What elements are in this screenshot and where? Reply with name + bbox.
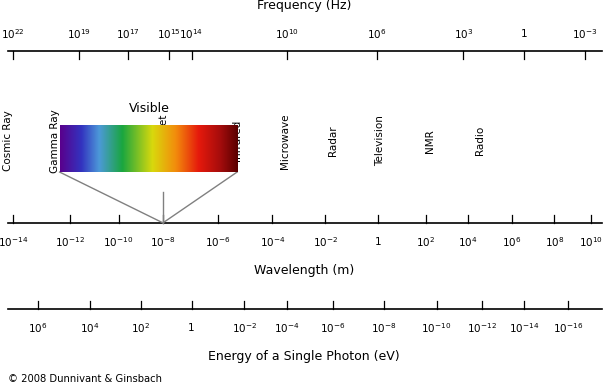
Text: $10^{6}$: $10^{6}$ xyxy=(28,321,47,335)
Text: Microwave: Microwave xyxy=(280,113,289,169)
Text: Television: Television xyxy=(375,115,385,166)
Text: Gamma Ray: Gamma Ray xyxy=(50,109,60,173)
Text: X Ray: X Ray xyxy=(103,126,113,156)
Text: $10^{-6}$: $10^{-6}$ xyxy=(320,321,346,335)
Text: Visible: Visible xyxy=(128,102,170,115)
Text: $10^{14}$: $10^{14}$ xyxy=(179,27,204,41)
Text: Infrared: Infrared xyxy=(232,120,242,161)
Text: Ultraviolet: Ultraviolet xyxy=(158,113,168,168)
Text: NMR: NMR xyxy=(426,129,435,152)
Text: $10^{-2}$: $10^{-2}$ xyxy=(232,321,257,335)
Text: $10^{-3}$: $10^{-3}$ xyxy=(572,27,598,41)
Text: $10^{-12}$: $10^{-12}$ xyxy=(55,235,85,249)
Text: $10^{6}$: $10^{6}$ xyxy=(502,235,522,249)
Text: $10^{-14}$: $10^{-14}$ xyxy=(0,235,29,249)
Text: $10^{-8}$: $10^{-8}$ xyxy=(371,321,397,335)
Text: $10^{-16}$: $10^{-16}$ xyxy=(553,321,584,335)
Text: $10^{17}$: $10^{17}$ xyxy=(116,27,140,41)
Text: $10^{3}$: $10^{3}$ xyxy=(454,27,473,41)
Text: $10^{-10}$: $10^{-10}$ xyxy=(103,235,134,249)
Text: 1: 1 xyxy=(521,29,527,39)
Text: $10^{4}$: $10^{4}$ xyxy=(80,321,100,335)
Text: $10^{-4}$: $10^{-4}$ xyxy=(274,321,300,335)
Text: $10^{2}$: $10^{2}$ xyxy=(131,321,151,335)
Text: Radio: Radio xyxy=(475,126,485,155)
Text: $10^{4}$: $10^{4}$ xyxy=(458,235,478,249)
Text: $10^{10}$: $10^{10}$ xyxy=(579,235,603,249)
Text: $10^{-4}$: $10^{-4}$ xyxy=(260,235,285,249)
Text: Energy of a Single Photon (eV): Energy of a Single Photon (eV) xyxy=(208,350,400,363)
Text: $10^{-14}$: $10^{-14}$ xyxy=(509,321,539,335)
Text: $10^{-10}$: $10^{-10}$ xyxy=(421,321,452,335)
Text: Frequency (Hz): Frequency (Hz) xyxy=(257,0,351,12)
Text: $10^{-6}$: $10^{-6}$ xyxy=(205,235,230,249)
Text: $10^{6}$: $10^{6}$ xyxy=(367,27,387,41)
Text: 1: 1 xyxy=(375,237,381,247)
Text: Radar: Radar xyxy=(328,126,338,156)
Text: Wavelength (m): Wavelength (m) xyxy=(254,264,354,277)
Text: $10^{2}$: $10^{2}$ xyxy=(416,235,435,249)
Text: 1: 1 xyxy=(188,323,195,333)
Text: $10^{-8}$: $10^{-8}$ xyxy=(150,235,176,249)
Text: $10^{19}$: $10^{19}$ xyxy=(67,27,91,41)
Text: $10^{10}$: $10^{10}$ xyxy=(275,27,299,41)
Text: $10^{15}$: $10^{15}$ xyxy=(157,27,181,41)
Text: Cosmic Ray: Cosmic Ray xyxy=(3,110,13,171)
Text: © 2008 Dunnivant & Ginsbach: © 2008 Dunnivant & Ginsbach xyxy=(8,374,162,384)
Text: $10^{22}$: $10^{22}$ xyxy=(1,27,26,41)
Text: $10^{8}$: $10^{8}$ xyxy=(545,235,564,249)
Text: $10^{-2}$: $10^{-2}$ xyxy=(313,235,338,249)
Text: $10^{-12}$: $10^{-12}$ xyxy=(466,321,497,335)
